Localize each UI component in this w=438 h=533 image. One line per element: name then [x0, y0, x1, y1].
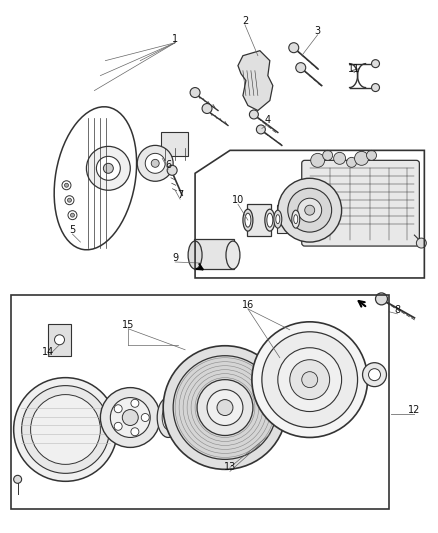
FancyBboxPatch shape	[194, 239, 233, 269]
Circle shape	[122, 409, 138, 425]
Circle shape	[297, 198, 321, 222]
Text: 5: 5	[69, 225, 75, 235]
Circle shape	[261, 332, 357, 427]
Circle shape	[322, 150, 332, 160]
Circle shape	[301, 372, 317, 387]
Circle shape	[249, 110, 258, 119]
Ellipse shape	[226, 241, 240, 269]
Circle shape	[310, 154, 324, 167]
Circle shape	[207, 390, 242, 425]
FancyBboxPatch shape	[246, 204, 270, 236]
Circle shape	[366, 150, 376, 160]
Circle shape	[415, 238, 425, 248]
Ellipse shape	[264, 209, 274, 231]
Circle shape	[167, 165, 177, 175]
Circle shape	[277, 178, 341, 242]
FancyBboxPatch shape	[161, 132, 187, 156]
Text: 7: 7	[177, 190, 183, 200]
Ellipse shape	[275, 215, 279, 224]
Circle shape	[354, 151, 367, 165]
Text: 12: 12	[407, 405, 420, 415]
Circle shape	[371, 84, 378, 92]
Circle shape	[96, 156, 120, 180]
Circle shape	[67, 198, 71, 202]
Circle shape	[371, 60, 378, 68]
Text: 8: 8	[393, 305, 399, 315]
Ellipse shape	[187, 241, 201, 269]
Ellipse shape	[273, 210, 281, 228]
Circle shape	[14, 378, 117, 481]
Circle shape	[31, 394, 100, 464]
Circle shape	[114, 422, 122, 430]
Ellipse shape	[157, 398, 179, 438]
Circle shape	[68, 211, 77, 220]
Text: 16: 16	[241, 300, 254, 310]
Ellipse shape	[162, 406, 174, 430]
Circle shape	[131, 399, 138, 407]
Ellipse shape	[291, 210, 299, 228]
Circle shape	[173, 356, 276, 459]
Ellipse shape	[293, 215, 297, 224]
Text: 11: 11	[348, 63, 360, 74]
FancyBboxPatch shape	[301, 160, 418, 246]
Circle shape	[374, 293, 387, 305]
Circle shape	[14, 475, 21, 483]
Circle shape	[151, 159, 159, 167]
Ellipse shape	[266, 213, 272, 227]
Text: 10: 10	[231, 195, 244, 205]
Circle shape	[216, 400, 233, 416]
Circle shape	[201, 103, 212, 114]
Text: 15: 15	[122, 320, 134, 330]
Circle shape	[114, 405, 122, 413]
Circle shape	[197, 379, 252, 435]
Circle shape	[251, 322, 367, 438]
Circle shape	[277, 348, 341, 411]
Text: 4: 4	[264, 116, 270, 125]
FancyBboxPatch shape	[276, 205, 296, 233]
Circle shape	[21, 385, 109, 473]
Circle shape	[362, 362, 385, 386]
Text: 3: 3	[314, 26, 320, 36]
Circle shape	[141, 414, 149, 422]
FancyBboxPatch shape	[47, 324, 71, 356]
Circle shape	[190, 87, 200, 98]
Circle shape	[287, 188, 331, 232]
Text: 14: 14	[42, 347, 55, 357]
Circle shape	[295, 63, 305, 72]
Ellipse shape	[242, 209, 252, 231]
Text: 6: 6	[165, 160, 171, 171]
Text: 2: 2	[241, 16, 247, 26]
Text: 9: 9	[172, 253, 178, 263]
Circle shape	[131, 428, 138, 436]
Circle shape	[288, 43, 298, 53]
Circle shape	[333, 152, 345, 164]
Circle shape	[304, 205, 314, 215]
Circle shape	[64, 183, 68, 187]
Circle shape	[289, 360, 329, 400]
Circle shape	[367, 369, 380, 381]
Circle shape	[145, 154, 165, 173]
Text: 13: 13	[223, 462, 236, 472]
Circle shape	[346, 157, 356, 167]
Circle shape	[100, 387, 160, 447]
Circle shape	[110, 398, 150, 438]
Circle shape	[256, 125, 265, 134]
Circle shape	[103, 163, 113, 173]
Polygon shape	[237, 51, 272, 110]
Circle shape	[62, 181, 71, 190]
Circle shape	[65, 196, 74, 205]
Circle shape	[163, 346, 286, 470]
Circle shape	[71, 213, 74, 217]
Ellipse shape	[244, 213, 251, 227]
Circle shape	[54, 335, 64, 345]
Circle shape	[137, 146, 173, 181]
Circle shape	[86, 147, 130, 190]
Text: 1: 1	[172, 34, 178, 44]
